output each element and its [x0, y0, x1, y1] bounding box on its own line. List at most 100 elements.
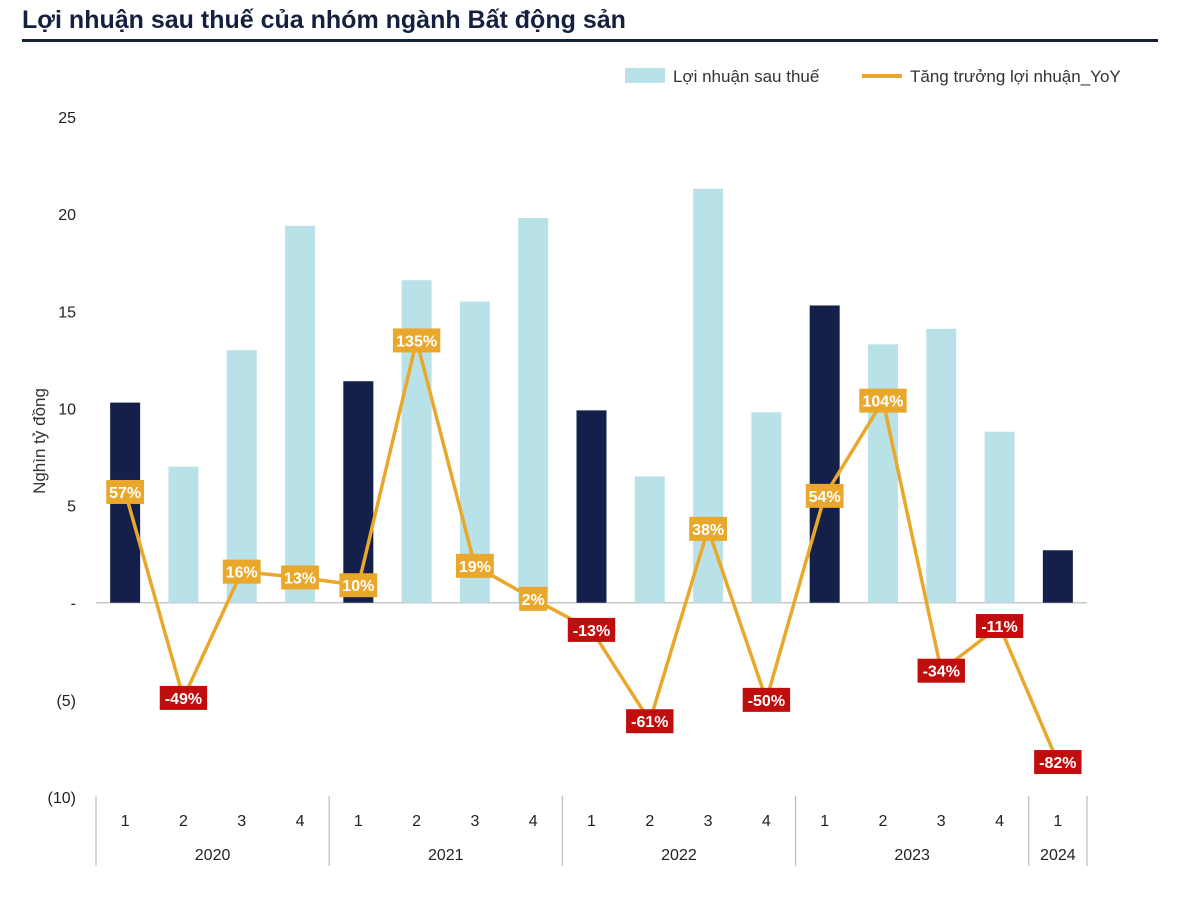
bar: [634, 476, 665, 603]
data-label: 16%: [222, 559, 261, 584]
bar: [459, 301, 490, 603]
data-label-text: 19%: [459, 559, 491, 576]
data-label: -34%: [917, 658, 965, 683]
data-label-text: 135%: [396, 333, 437, 350]
data-label: 10%: [339, 573, 378, 598]
data-label: 135%: [392, 328, 441, 353]
data-label-box: [567, 617, 616, 642]
x-group-label: 2021: [428, 847, 464, 864]
x-tick-label: 1: [1053, 813, 1062, 830]
bar: [926, 328, 957, 603]
data-label-box: [917, 658, 965, 683]
data-label: 104%: [859, 388, 907, 413]
data-label-box: [222, 559, 261, 584]
x-tick-label: 4: [995, 813, 1004, 830]
x-tick-label: 2: [645, 813, 654, 830]
data-label: -61%: [626, 709, 674, 734]
data-label-text: 38%: [692, 522, 724, 539]
y-tick-label: 10: [58, 401, 76, 418]
data-label-box: [159, 685, 208, 710]
bar: [518, 218, 549, 603]
x-tick-label: 2: [412, 813, 421, 830]
page-title: Lợi nhuận sau thuế của nhóm ngành Bất độ…: [22, 3, 1158, 42]
bar-series: [110, 188, 1073, 603]
x-tick-label: 4: [762, 813, 771, 830]
data-label: 2%: [519, 586, 548, 611]
bar: [809, 305, 840, 603]
data-label-box: [519, 586, 548, 611]
y-axis-title: Nghìn tỷ đồng: [30, 388, 49, 494]
data-label: 19%: [456, 553, 494, 578]
y-tick-label: -: [71, 596, 76, 613]
data-label-text: -13%: [573, 623, 610, 640]
data-label: 38%: [689, 516, 727, 541]
data-label-box: [805, 483, 844, 508]
data-label: 54%: [805, 483, 844, 508]
data-label-box: [975, 614, 1024, 639]
data-label-box: [339, 573, 378, 598]
x-tick-label: 3: [237, 813, 246, 830]
x-tick-label: 3: [470, 813, 479, 830]
data-label-box: [106, 479, 145, 504]
data-label: -13%: [567, 617, 616, 642]
data-label-text: -49%: [165, 691, 202, 708]
x-tick-label: 2: [879, 813, 888, 830]
data-label: -82%: [1034, 750, 1082, 775]
data-labels: 57% -49% 16% 13% 10% 135% 19% 2% -13% -61% 38% -50%…: [106, 328, 1082, 775]
data-label-text: -82%: [1039, 755, 1076, 772]
data-label: -11%: [975, 614, 1024, 639]
x-tick-label: 3: [937, 813, 946, 830]
data-label-text: -34%: [923, 664, 960, 681]
data-label: -49%: [159, 685, 208, 710]
y-tick-label: (5): [56, 693, 76, 710]
x-tick-label: 1: [587, 813, 596, 830]
y-axis-ticks: 25 20 15 10 5 - (5) (10): [48, 110, 77, 807]
data-label-box: [742, 687, 791, 712]
data-label-box: [859, 388, 907, 413]
x-tick-label: 2: [179, 813, 188, 830]
data-label-text: -11%: [981, 619, 1017, 636]
data-label-text: 57%: [109, 485, 141, 502]
y-tick-label: 20: [58, 207, 76, 224]
y-tick-label: 5: [67, 499, 76, 516]
bar: [285, 225, 316, 603]
data-label-text: 104%: [863, 394, 904, 411]
data-label: -50%: [742, 687, 791, 712]
x-tick-label: 4: [296, 813, 305, 830]
legend: Lợi nhuận sau thuế Tăng trưởng lợi nhuận…: [625, 67, 1121, 86]
data-label-text: -61%: [631, 714, 668, 731]
data-label-text: 16%: [226, 565, 258, 582]
bar: [984, 431, 1015, 603]
data-label-text: 54%: [809, 489, 841, 506]
bar: [168, 466, 199, 603]
data-label-box: [456, 553, 494, 578]
y-tick-label: 25: [58, 110, 76, 127]
x-tick-label: 4: [529, 813, 538, 830]
x-tick-label: 1: [820, 813, 829, 830]
bar: [576, 410, 607, 603]
x-group-label: 2024: [1040, 847, 1076, 864]
data-label-box: [1034, 750, 1082, 775]
bar: [1042, 550, 1073, 603]
x-tick-label: 1: [121, 813, 130, 830]
legend-label-line: Tăng trưởng lợi nhuận_YoY: [910, 67, 1121, 86]
y-tick-label: 15: [58, 304, 76, 321]
data-label: 13%: [281, 565, 319, 590]
data-label-text: 2%: [522, 592, 545, 609]
x-group-label: 2020: [195, 847, 231, 864]
bar: [867, 344, 898, 603]
bar: [751, 412, 782, 603]
x-axis: 1 2 3 4 1 2 3 4 1 2 3 4 1 2 3 4 1 2020 2021 2022 2023 2024: [95, 796, 1088, 866]
data-label-text: -50%: [748, 693, 785, 710]
bar: [343, 381, 374, 603]
y-tick-label: (10): [48, 790, 76, 807]
data-label-box: [281, 565, 319, 590]
x-tick-label: 3: [704, 813, 713, 830]
data-label-text: 13%: [284, 570, 316, 587]
data-label-box: [689, 516, 727, 541]
data-label-box: [626, 709, 674, 734]
legend-swatch-bar: [625, 68, 665, 83]
x-tick-label: 1: [354, 813, 363, 830]
x-group-label: 2023: [894, 847, 930, 864]
